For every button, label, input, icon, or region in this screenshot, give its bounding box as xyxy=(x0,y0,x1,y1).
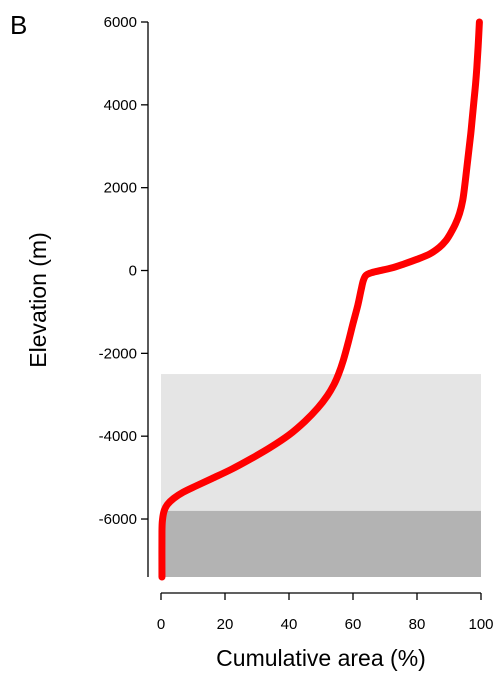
y-tick-label: 0 xyxy=(129,263,137,280)
y-tick-label: -6000 xyxy=(99,511,137,528)
shaded-region-0 xyxy=(161,510,481,577)
x-tick-label: 40 xyxy=(281,616,298,633)
y-tick-label: -4000 xyxy=(99,428,137,445)
x-tick-label: 80 xyxy=(409,616,426,633)
y-tick-label: 2000 xyxy=(104,180,137,197)
axes: 0 20 40 60 80 100 6000 4000 2000 0 -2000 -4000 -6000 xyxy=(99,14,494,633)
panel-label: B xyxy=(10,10,27,40)
y-tick-label: -2000 xyxy=(99,345,137,362)
y-axis-title: Elevation (m) xyxy=(25,232,51,367)
shaded-region-1 xyxy=(161,374,481,511)
x-tick-label: 60 xyxy=(345,616,362,633)
shaded-regions xyxy=(161,374,481,577)
hypsometric-curve-0 xyxy=(158,18,483,581)
x-tick-label: 100 xyxy=(468,616,493,633)
y-tick-label: 6000 xyxy=(104,14,137,31)
y-tick-label: 4000 xyxy=(104,97,137,114)
x-tick-label: 20 xyxy=(217,616,234,633)
x-axis-title: Cumulative area (%) xyxy=(216,645,426,671)
x-tick-label: 0 xyxy=(157,616,165,633)
series-layer xyxy=(158,18,483,581)
